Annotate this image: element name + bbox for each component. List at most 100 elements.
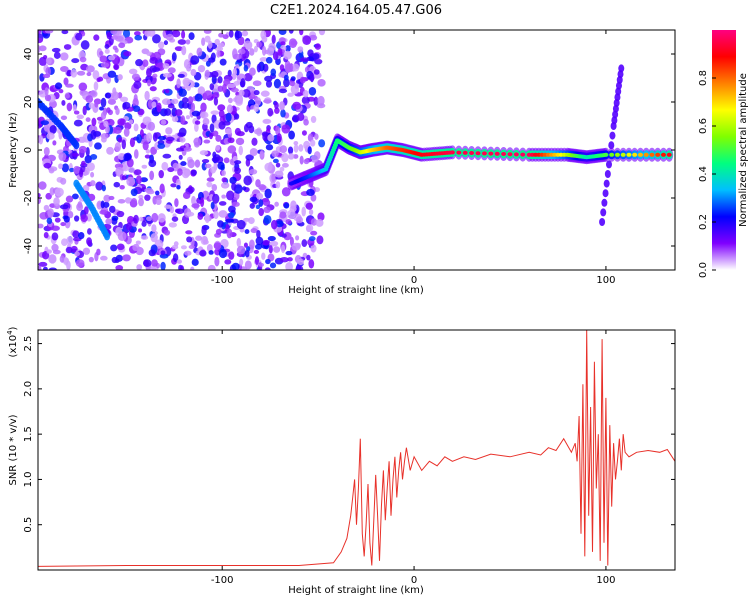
noise-cell bbox=[63, 145, 69, 153]
noise-cell bbox=[263, 119, 271, 124]
y-tick-label: -40 bbox=[23, 238, 34, 254]
snr-frame bbox=[37, 329, 676, 571]
noise-cell bbox=[150, 266, 157, 270]
noise-cell bbox=[38, 192, 41, 198]
noise-cell bbox=[73, 119, 83, 127]
noise-cell bbox=[75, 259, 85, 268]
noise-cell bbox=[144, 194, 151, 201]
spectrogram-panel: -100 0 100 -40 -20 0 20 40 Height of straight … bbox=[8, 29, 676, 296]
ridge-core bbox=[513, 152, 519, 157]
noise-cell bbox=[285, 45, 291, 53]
noise-cell bbox=[269, 262, 277, 269]
ridge-core bbox=[609, 152, 615, 157]
snr-background bbox=[38, 330, 675, 570]
noise-cell bbox=[177, 73, 185, 78]
noise-cell bbox=[303, 158, 310, 165]
noise-cell bbox=[203, 30, 212, 34]
noise-cell bbox=[152, 34, 161, 44]
noise-cell bbox=[69, 167, 75, 173]
noise-cell bbox=[203, 239, 209, 245]
noise-cell bbox=[243, 64, 249, 72]
noise-cell bbox=[65, 195, 74, 203]
noise-cell bbox=[258, 262, 264, 267]
noise-cell bbox=[204, 35, 211, 43]
noise-cell bbox=[204, 213, 210, 221]
noise-cell bbox=[85, 95, 94, 103]
noise-cell bbox=[133, 169, 142, 176]
noise-cell bbox=[237, 48, 246, 55]
noise-cell bbox=[74, 251, 80, 257]
y-tick-label: 20 bbox=[23, 96, 34, 109]
noise-cell bbox=[52, 249, 61, 255]
noise-cell bbox=[190, 68, 197, 77]
noise-cell bbox=[44, 94, 52, 102]
noise-cell bbox=[155, 197, 162, 206]
noise-cell bbox=[226, 190, 235, 201]
noise-cell bbox=[204, 69, 210, 78]
noise-cell bbox=[183, 146, 192, 152]
noise-cell bbox=[184, 250, 192, 256]
noise-cell bbox=[48, 167, 55, 174]
noise-cell bbox=[138, 216, 144, 222]
noise-cell bbox=[159, 183, 165, 194]
noise-cell bbox=[113, 181, 121, 188]
ridge-core bbox=[620, 152, 626, 157]
colorbar-tick-label: 0.4 bbox=[698, 166, 709, 182]
noise-cell bbox=[203, 139, 211, 144]
noise-cell bbox=[318, 30, 326, 36]
ridge-core bbox=[655, 152, 661, 157]
noise-cell bbox=[264, 162, 273, 172]
noise-cell bbox=[270, 68, 277, 76]
noise-cell bbox=[317, 95, 325, 106]
noise-cell bbox=[160, 119, 167, 125]
noise-cell bbox=[123, 153, 130, 162]
noise-cell bbox=[221, 194, 227, 199]
noise-cell bbox=[61, 238, 68, 246]
noise-cell bbox=[151, 224, 157, 233]
y-tick-label: -20 bbox=[23, 190, 34, 206]
ridge-core bbox=[456, 150, 462, 155]
noise-cell bbox=[265, 144, 274, 151]
noise-cell bbox=[314, 133, 319, 140]
noise-cell bbox=[269, 240, 279, 247]
noise-cell bbox=[191, 258, 199, 266]
noise-cell bbox=[249, 196, 258, 203]
noise-cell bbox=[288, 130, 295, 140]
noise-cell bbox=[172, 253, 179, 263]
noise-cell bbox=[308, 87, 317, 96]
noise-cell bbox=[218, 121, 226, 130]
noise-cell bbox=[267, 107, 274, 117]
noise-cell bbox=[38, 45, 47, 52]
noise-cell bbox=[58, 163, 63, 170]
noise-cell bbox=[279, 101, 285, 111]
noise-cell bbox=[123, 51, 132, 57]
noise-cell bbox=[187, 186, 195, 193]
streak-cell bbox=[600, 208, 607, 217]
noise-cell bbox=[218, 32, 224, 38]
noise-cell bbox=[72, 104, 77, 112]
noise-cell bbox=[51, 243, 59, 252]
noise-cell bbox=[197, 213, 204, 220]
noise-cell bbox=[209, 83, 215, 91]
noise-cell bbox=[133, 214, 139, 224]
noise-cell bbox=[130, 198, 138, 206]
noise-cell bbox=[82, 105, 87, 116]
noise-cell bbox=[88, 102, 95, 109]
noise-cell bbox=[249, 147, 258, 157]
noise-cell bbox=[268, 42, 276, 52]
noise-cell bbox=[231, 201, 240, 207]
noise-cell bbox=[309, 34, 318, 41]
noise-cell bbox=[258, 184, 267, 191]
noise-cell bbox=[45, 66, 51, 76]
noise-cell bbox=[123, 127, 130, 137]
noise-cell bbox=[180, 161, 187, 166]
noise-cell bbox=[190, 102, 196, 113]
streak-cell bbox=[599, 218, 606, 226]
noise-cell bbox=[167, 104, 175, 109]
noise-cell bbox=[63, 77, 69, 86]
snr-marks bbox=[38, 330, 675, 567]
colorbar-label: Normalized spectral amplitude bbox=[738, 73, 749, 227]
noise-cell bbox=[99, 209, 108, 215]
noise-cell bbox=[117, 74, 123, 81]
noise-cell bbox=[199, 111, 209, 119]
